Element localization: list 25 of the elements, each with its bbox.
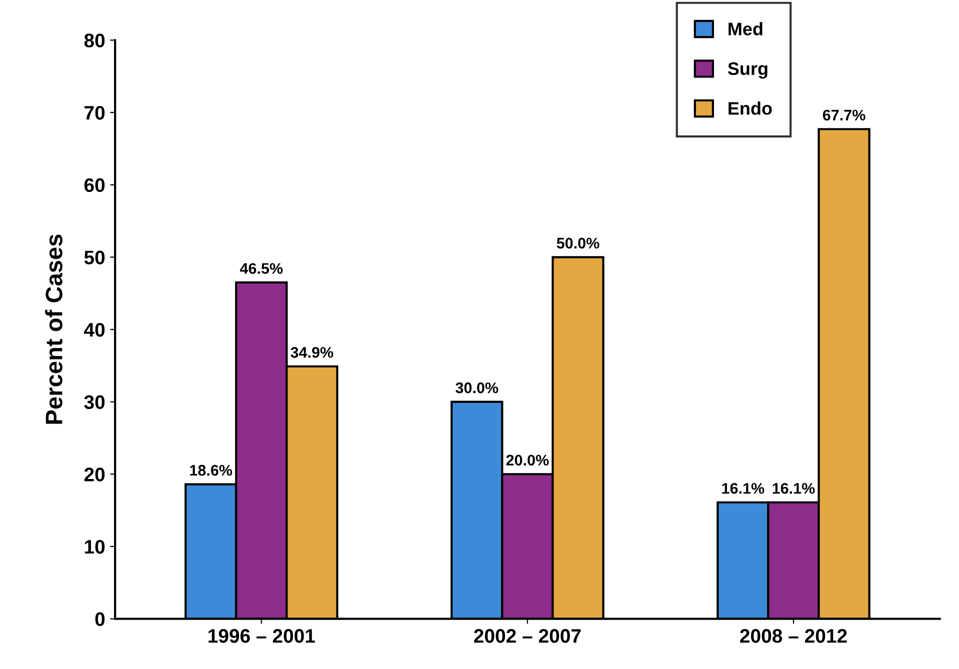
x-tick-label: 1996 – 2001 (208, 629, 315, 643)
y-axis-title: Percent of Cases (45, 234, 62, 424)
data-label: 67.7% (822, 110, 866, 121)
data-label: 16.1% (722, 482, 764, 494)
legend-label: Surg (728, 62, 768, 79)
y-tick-label: 70 (84, 106, 105, 120)
legend-label: Endo (728, 102, 772, 115)
y-tick-label: 0 (95, 612, 105, 626)
data-label: 16.1% (772, 482, 815, 494)
data-label: 30.0% (456, 382, 498, 394)
y-tick-label: 20 (84, 468, 105, 482)
y-tick-label: 50 (84, 250, 105, 264)
data-label: 20.0% (506, 454, 549, 466)
legend-label: Med (728, 22, 762, 36)
y-tick-label: 60 (84, 178, 105, 192)
y-tick-label: 80 (84, 34, 105, 48)
y-tick-label: 40 (84, 322, 105, 337)
data-label: 50.0% (556, 238, 600, 249)
y-tick-label: 30 (84, 395, 105, 410)
data-label: 46.5% (240, 263, 283, 274)
x-tick-label: 2002 – 2007 (474, 629, 581, 643)
y-tick-label: 10 (84, 540, 105, 554)
data-label: 34.9% (290, 346, 334, 358)
x-tick-label: 2008 – 2012 (740, 629, 847, 643)
data-label: 18.6% (190, 464, 232, 476)
